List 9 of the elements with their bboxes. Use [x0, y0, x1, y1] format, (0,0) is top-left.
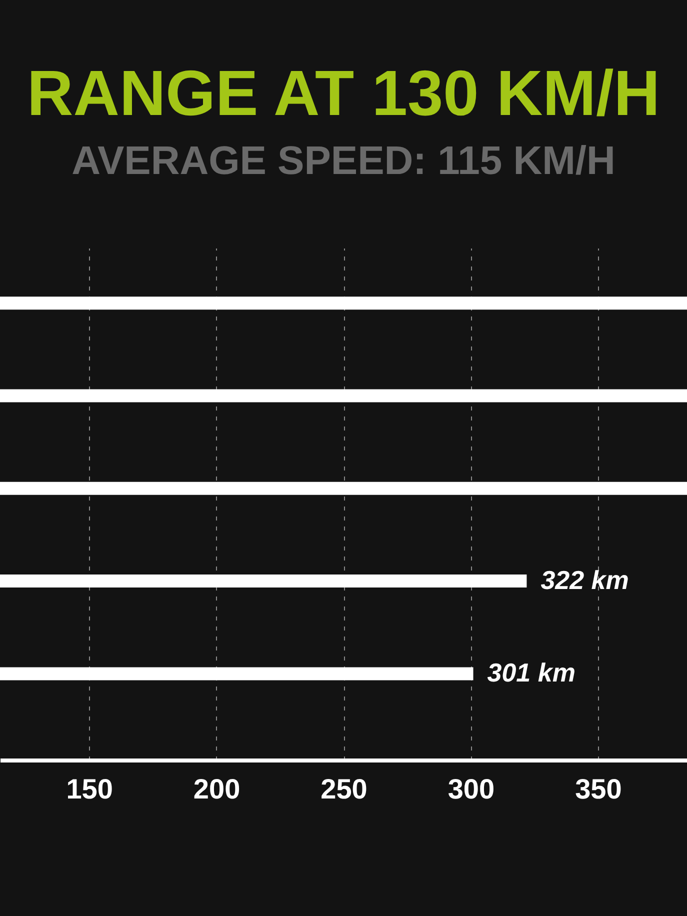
x-tick-label: 250: [320, 774, 368, 804]
chart-subtitle: AVERAGE SPEED: 115 KM/H: [72, 139, 616, 183]
chart-title: RANGE AT 130 KM/H: [27, 57, 660, 129]
x-tick-label: 200: [193, 774, 240, 804]
data-label: 301 km: [487, 658, 576, 688]
x-tick-label: 150: [66, 774, 113, 804]
x-tick-label: 300: [448, 774, 495, 804]
data-label: 322 km: [540, 565, 629, 596]
x-tick-label: 350: [575, 774, 622, 804]
